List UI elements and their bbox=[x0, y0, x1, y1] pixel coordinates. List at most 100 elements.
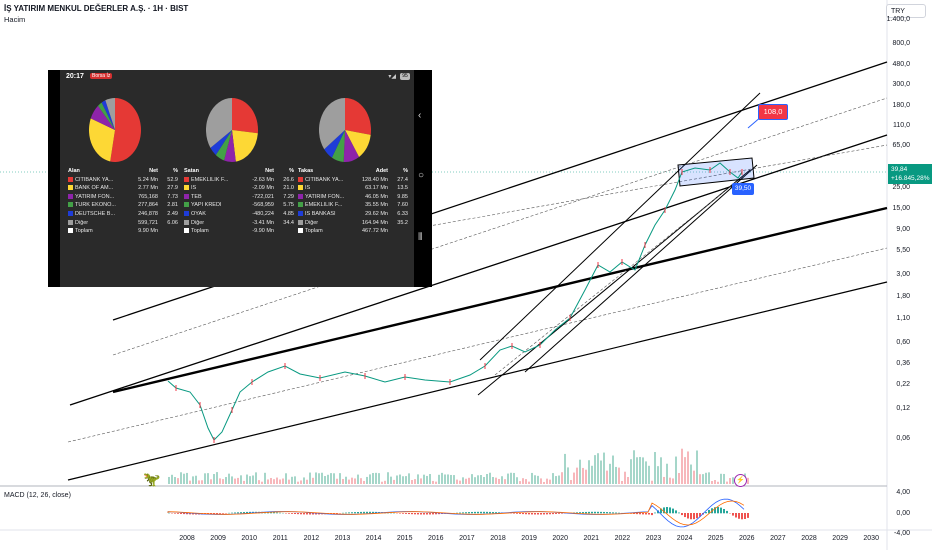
row-pct: 7.73 bbox=[167, 193, 178, 200]
macd-histogram-bar bbox=[294, 513, 296, 515]
volume-bar bbox=[291, 476, 293, 484]
pie-slice bbox=[105, 98, 115, 130]
macd-indicator-label[interactable]: MACD (12, 26, close) bbox=[4, 492, 71, 499]
volume-bar bbox=[333, 473, 335, 484]
volume-bar bbox=[708, 472, 710, 484]
target-price-label[interactable]: 108,0 bbox=[758, 104, 788, 120]
macd-histogram-bar bbox=[489, 511, 491, 514]
row-pct bbox=[276, 227, 296, 236]
volume-bar bbox=[312, 477, 314, 484]
volume-bar bbox=[294, 476, 296, 484]
color-swatch bbox=[298, 185, 303, 191]
volume-bar bbox=[693, 470, 695, 484]
row-pct: 7.29 bbox=[283, 193, 294, 200]
time-axis-label: 2010 bbox=[241, 535, 257, 542]
macd-histogram-bar bbox=[675, 510, 677, 514]
menu-icon[interactable]: ⦀ bbox=[418, 232, 423, 243]
row-pct: 26.6 bbox=[283, 176, 294, 183]
volume-bar bbox=[696, 450, 698, 484]
macd-histogram-bar bbox=[474, 511, 476, 514]
volume-bar bbox=[258, 480, 260, 484]
table-row: IS 63.17 Mn 13.5 bbox=[296, 184, 410, 193]
volume-bar bbox=[276, 477, 278, 484]
volume-bar bbox=[657, 466, 659, 484]
volume-bar bbox=[660, 457, 662, 484]
price-change: +16.845,28% bbox=[891, 175, 930, 182]
macd-histogram-bar bbox=[237, 512, 239, 514]
volume-bar bbox=[465, 478, 467, 484]
price-axis-label: 110,0 bbox=[893, 122, 910, 129]
table-row: EMEKLILIK F... -2.63 Mn 26.6 bbox=[182, 176, 296, 185]
macd-histogram-bar bbox=[300, 513, 302, 515]
row-name: YAPI KREDI bbox=[191, 202, 222, 209]
table-row: BANK OF AM... 2.77 Mn 27.9 bbox=[66, 184, 180, 193]
macd-histogram-bar bbox=[417, 513, 419, 515]
macd-histogram-bar bbox=[690, 513, 692, 520]
row-name: IS BANKASI bbox=[305, 210, 336, 217]
macd-histogram-bar bbox=[666, 507, 668, 514]
macd-histogram-bar bbox=[684, 513, 686, 518]
volume-bar bbox=[216, 472, 218, 484]
volume-bar bbox=[576, 467, 578, 484]
pie-slice bbox=[232, 130, 258, 162]
volume-bar bbox=[594, 455, 596, 484]
row-name: Diğer bbox=[191, 219, 205, 226]
currency-selector[interactable]: TRY bbox=[886, 4, 926, 18]
volume-bar bbox=[213, 474, 215, 484]
row-pct: 27.4 bbox=[397, 176, 408, 183]
row-net: 46.05 Mn bbox=[365, 193, 388, 200]
macd-histogram-bar bbox=[315, 513, 317, 515]
row-net: 277,864 bbox=[138, 202, 158, 209]
macd-histogram-bar bbox=[726, 510, 728, 514]
volume-bar bbox=[714, 480, 716, 484]
home-icon[interactable]: ○ bbox=[418, 170, 425, 181]
macd-histogram-bar bbox=[405, 513, 407, 514]
macd-histogram-bar bbox=[420, 513, 422, 515]
support-price-label[interactable]: 39,50 bbox=[732, 183, 754, 195]
volume-bar bbox=[186, 472, 188, 484]
row-name-cell: EMEKLILIK F... bbox=[182, 176, 242, 185]
volume-bar bbox=[288, 479, 290, 484]
macd-histogram-bar bbox=[588, 511, 590, 514]
volume-bar bbox=[711, 481, 713, 484]
volume-bar bbox=[612, 455, 614, 484]
macd-axis-label: 0,00 bbox=[896, 510, 910, 517]
row-net: 467.72 Mn bbox=[362, 228, 388, 235]
volume-bar bbox=[549, 479, 551, 484]
time-axis-label: 2030 bbox=[863, 535, 879, 542]
macd-histogram-bar bbox=[549, 513, 551, 515]
macd-histogram-bar bbox=[522, 513, 524, 515]
trend-line bbox=[67, 281, 888, 481]
volume-bar bbox=[183, 473, 185, 484]
color-swatch bbox=[298, 211, 303, 217]
row-pct: 6.06 bbox=[167, 219, 178, 226]
price-axis-label: 0,22 bbox=[896, 381, 910, 388]
volume-bar bbox=[453, 475, 455, 484]
macd-histogram-bar bbox=[180, 513, 182, 514]
volume-bar bbox=[438, 474, 440, 484]
macd-histogram-bar bbox=[705, 512, 707, 514]
volume-bar bbox=[420, 478, 422, 484]
macd-histogram-bar bbox=[561, 513, 563, 514]
phone-nav-bar: ‹ ○ ⦀ bbox=[414, 70, 432, 287]
row-name-cell: IS BANKASI bbox=[296, 210, 356, 219]
row-name: EMEKLILIK F... bbox=[191, 176, 229, 183]
time-axis-label: 2025 bbox=[707, 535, 724, 542]
back-icon[interactable]: ‹ bbox=[418, 110, 422, 121]
event-flash-icon[interactable]: ⚡ bbox=[734, 474, 747, 487]
volume-bar bbox=[168, 476, 170, 484]
volume-bar bbox=[240, 475, 242, 484]
volume-bar bbox=[432, 480, 434, 484]
row-name-cell: Diğer bbox=[66, 219, 126, 228]
volume-bar bbox=[627, 477, 629, 484]
volume-bar bbox=[726, 481, 728, 484]
row-name-cell: Toplam bbox=[182, 227, 242, 236]
table-row: TEB -722,021 7.29 bbox=[182, 193, 296, 202]
macd-histogram-bar bbox=[189, 513, 191, 515]
volume-bar bbox=[237, 477, 239, 484]
row-pct: 9.85 bbox=[397, 193, 408, 200]
macd-histogram-bar bbox=[351, 512, 353, 514]
time-axis-label: 2027 bbox=[770, 535, 786, 542]
volume-bar bbox=[384, 480, 386, 484]
pie-slice bbox=[224, 130, 236, 162]
